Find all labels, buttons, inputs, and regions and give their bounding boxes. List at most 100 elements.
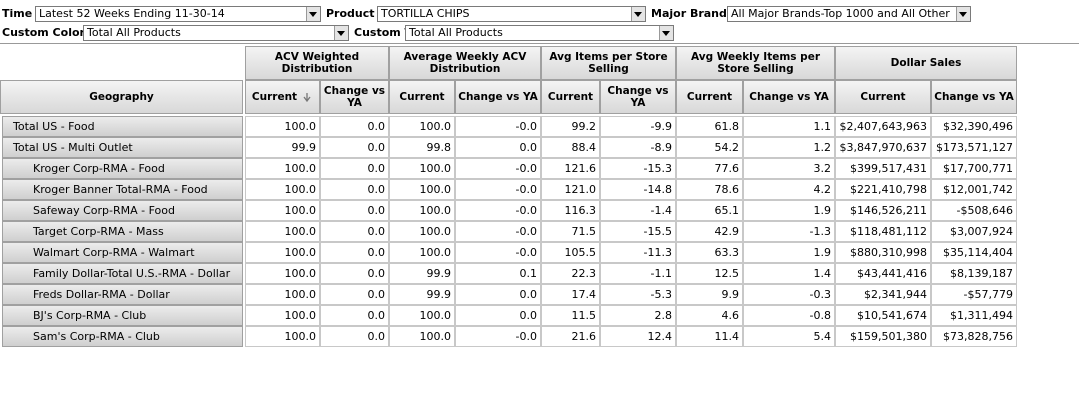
data-cell: $2,341,944 (835, 284, 931, 305)
data-cell: 77.6 (676, 158, 743, 179)
filter-select[interactable]: Latest 52 Weeks Ending 11-30-14 (35, 6, 321, 22)
dropdown-button[interactable] (956, 7, 970, 21)
geography-header[interactable]: Geography (0, 80, 243, 114)
data-cell: -8.9 (600, 137, 676, 158)
column-header[interactable]: Current (835, 80, 931, 114)
data-cell: 1.2 (743, 137, 835, 158)
data-cell: 100.0 (245, 200, 320, 221)
data-cell: 4.6 (676, 305, 743, 326)
data-cell: $10,541,674 (835, 305, 931, 326)
data-cell: 100.0 (389, 305, 455, 326)
dropdown-button[interactable] (334, 26, 348, 40)
data-cell: -11.3 (600, 242, 676, 263)
data-cell: 42.9 (676, 221, 743, 242)
column-header[interactable]: Change vs YA (743, 80, 835, 114)
geography-cell[interactable]: Total US - Food (2, 116, 243, 137)
geography-cell[interactable]: BJ's Corp-RMA - Club (2, 305, 243, 326)
data-cell: 100.0 (389, 179, 455, 200)
column-header[interactable]: Current (676, 80, 743, 114)
data-cell: 1.9 (743, 200, 835, 221)
data-cell: 0.0 (455, 305, 541, 326)
dropdown-button[interactable] (659, 26, 673, 40)
column-header[interactable]: Change vs YA (931, 80, 1017, 114)
data-cell: 121.6 (541, 158, 600, 179)
data-cell: 9.9 (676, 284, 743, 305)
data-cell: $8,139,187 (931, 263, 1017, 284)
filter-select[interactable]: All Major Brands-Top 1000 and All Other (727, 6, 971, 22)
column-header[interactable]: Change vs YA (600, 80, 676, 114)
divider (0, 43, 1079, 44)
column-header[interactable]: Change vs YA (320, 80, 389, 114)
data-cell: 1.4 (743, 263, 835, 284)
data-cell: 99.2 (541, 116, 600, 137)
data-cell: 100.0 (389, 326, 455, 347)
data-cell: 100.0 (245, 263, 320, 284)
data-cell: 0.0 (320, 242, 389, 263)
data-cell: -0.0 (455, 242, 541, 263)
data-cell: -$57,779 (931, 284, 1017, 305)
data-cell: 100.0 (245, 221, 320, 242)
column-header[interactable]: Current (541, 80, 600, 114)
data-cell: $3,007,924 (931, 221, 1017, 242)
filter-select[interactable]: Total All Products (405, 25, 674, 41)
data-cell: 99.9 (389, 263, 455, 284)
data-cell: $118,481,112 (835, 221, 931, 242)
data-cell: 116.3 (541, 200, 600, 221)
data-cell: 100.0 (389, 158, 455, 179)
data-cell: 71.5 (541, 221, 600, 242)
geography-cell[interactable]: Safeway Corp-RMA - Food (2, 200, 243, 221)
data-cell: 105.5 (541, 242, 600, 263)
geography-cell[interactable]: Walmart Corp-RMA - Walmart (2, 242, 243, 263)
data-cell: 22.3 (541, 263, 600, 284)
column-header[interactable]: Current (245, 80, 320, 114)
data-cell: 0.0 (320, 200, 389, 221)
data-cell: 100.0 (245, 305, 320, 326)
data-cell: 12.4 (600, 326, 676, 347)
data-cell: -15.5 (600, 221, 676, 242)
geography-cell[interactable]: Freds Dollar-RMA - Dollar (2, 284, 243, 305)
data-cell: -5.3 (600, 284, 676, 305)
geography-cell[interactable]: Target Corp-RMA - Mass (2, 221, 243, 242)
data-cell: 65.1 (676, 200, 743, 221)
data-cell: 0.0 (320, 326, 389, 347)
data-cell: $17,700,771 (931, 158, 1017, 179)
data-cell: -0.0 (455, 116, 541, 137)
data-cell: -0.0 (455, 179, 541, 200)
group-header: ACV Weighted Distribution (245, 46, 389, 80)
filter-label: Time (2, 7, 33, 20)
geography-cell[interactable]: Total US - Multi Outlet (2, 137, 243, 158)
data-cell: 5.4 (743, 326, 835, 347)
data-cell: 63.3 (676, 242, 743, 263)
dropdown-button[interactable] (631, 7, 645, 21)
geography-cell[interactable]: Family Dollar-Total U.S.-RMA - Dollar (2, 263, 243, 284)
data-cell: $2,407,643,963 (835, 116, 931, 137)
dropdown-arrow (662, 31, 670, 36)
data-cell: $1,311,494 (931, 305, 1017, 326)
data-cell: -14.8 (600, 179, 676, 200)
data-cell: -0.0 (455, 326, 541, 347)
filter-label: Major Brand (651, 7, 727, 20)
column-header[interactable]: Change vs YA (455, 80, 541, 114)
data-cell: 0.0 (320, 116, 389, 137)
geography-cell[interactable]: Kroger Banner Total-RMA - Food (2, 179, 243, 200)
filter-select[interactable]: Total All Products (83, 25, 349, 41)
data-cell: -9.9 (600, 116, 676, 137)
data-cell: 100.0 (389, 200, 455, 221)
dropdown-arrow (309, 12, 317, 17)
geography-cell[interactable]: Sam's Corp-RMA - Club (2, 326, 243, 347)
data-cell: -15.3 (600, 158, 676, 179)
geography-cell[interactable]: Kroger Corp-RMA - Food (2, 158, 243, 179)
data-cell: 12.5 (676, 263, 743, 284)
filter-select[interactable]: TORTILLA CHIPS (377, 6, 646, 22)
column-header[interactable]: Current (389, 80, 455, 114)
group-header: Dollar Sales (835, 46, 1017, 80)
data-cell: -0.0 (455, 221, 541, 242)
data-cell: 0.0 (320, 179, 389, 200)
data-cell: 100.0 (389, 242, 455, 263)
dropdown-button[interactable] (306, 7, 320, 21)
data-cell: $173,571,127 (931, 137, 1017, 158)
data-cell: 17.4 (541, 284, 600, 305)
data-cell: 11.4 (676, 326, 743, 347)
data-cell: $880,310,998 (835, 242, 931, 263)
data-cell: 100.0 (245, 158, 320, 179)
